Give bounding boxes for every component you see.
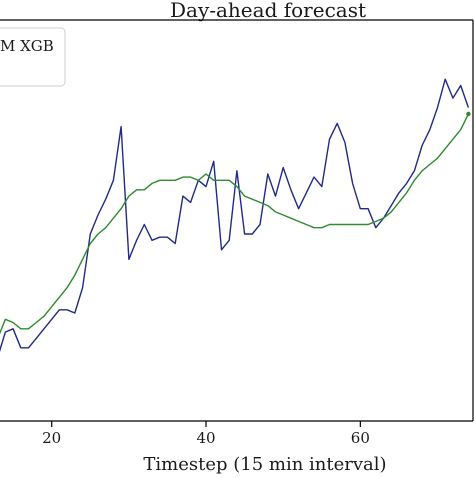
- series-line-1: [0, 78, 470, 353]
- x-tick-label: 60: [351, 429, 370, 447]
- legend-label: M XGB: [0, 37, 54, 55]
- x-tick-label: 20: [42, 429, 61, 447]
- chart-title: Day-ahead forecast: [170, 0, 366, 22]
- x-axis-ticks: 20 40 60: [42, 421, 370, 447]
- x-axis-label: Timestep (15 min interval): [143, 454, 386, 474]
- series-line-2: [0, 113, 470, 335]
- series-lines: [0, 78, 471, 353]
- series-2-end-marker: [466, 111, 471, 117]
- x-tick-label: 40: [196, 429, 215, 447]
- legend: M XGB: [0, 27, 66, 87]
- legend-box: [0, 27, 66, 87]
- axes: [0, 19, 474, 422]
